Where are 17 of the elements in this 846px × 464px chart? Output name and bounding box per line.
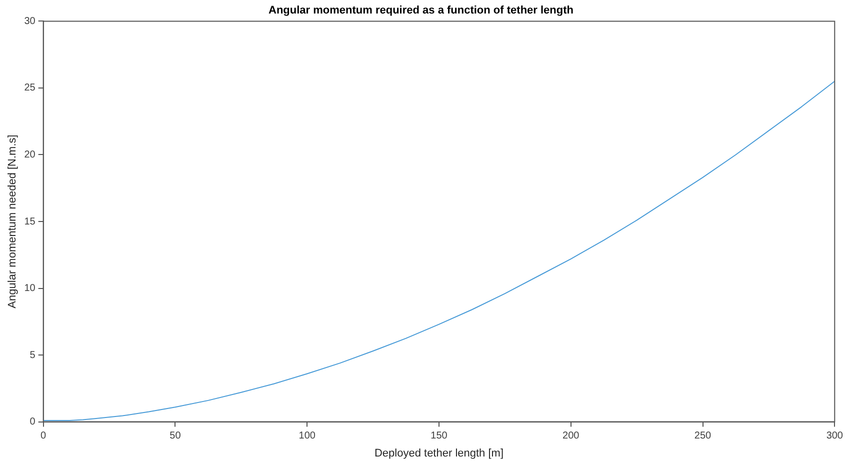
y-tick-label: 10 — [24, 283, 36, 294]
x-tick-label: 300 — [826, 430, 844, 442]
x-tick-label: 100 — [298, 430, 316, 442]
x-tick-label: 0 — [40, 430, 47, 442]
chart-title: Angular momentum required as a function of tether length — [268, 4, 574, 17]
y-tick-label: 15 — [24, 216, 36, 228]
y-axis-title: Angular momentum needed [N.m.s] — [6, 134, 19, 308]
y-tick-label: 5 — [30, 350, 36, 361]
x-tick-label: 150 — [430, 430, 448, 442]
y-tick-label: 20 — [24, 149, 36, 160]
y-tick-label: 30 — [24, 16, 36, 27]
y-tick-label: 0 — [30, 416, 36, 428]
x-tick-label: 250 — [694, 430, 712, 442]
x-tick-label: 50 — [170, 430, 182, 442]
x-axis-title: Deployed tether length [m] — [374, 447, 504, 460]
y-tick-label: 25 — [24, 82, 36, 94]
x-tick-label: 200 — [562, 430, 580, 442]
